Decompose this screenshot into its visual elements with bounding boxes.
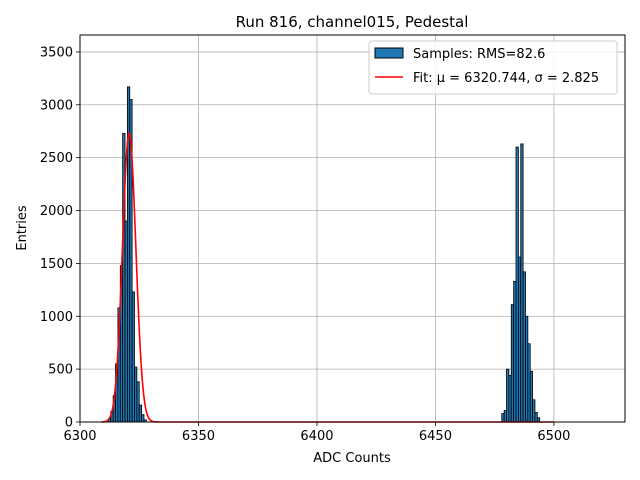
y-tick-label: 3500 xyxy=(40,45,73,60)
y-tick-label: 3000 xyxy=(40,98,73,113)
y-tick-label: 500 xyxy=(48,363,73,378)
x-tick-label: 6500 xyxy=(537,429,570,444)
x-tick-label: 6300 xyxy=(63,429,96,444)
y-axis-title: Entries xyxy=(15,205,30,251)
legend-swatch-samples xyxy=(374,47,404,59)
legend-label-fit: Fit: μ = 6320.744, σ = 2.825 xyxy=(413,71,599,86)
grid-lines xyxy=(79,35,625,423)
x-tick-label: 6450 xyxy=(419,429,452,444)
y-tick-label: 1500 xyxy=(40,257,73,272)
y-tick-label: 2000 xyxy=(40,204,73,219)
x-tick-label: 6350 xyxy=(182,429,215,444)
plot-frame xyxy=(79,34,626,423)
histogram-bars xyxy=(108,86,541,423)
x-axis-ticks: 6300 6350 6400 6450 6500 xyxy=(63,422,570,444)
chart-title: Run 816, channel015, Pedestal xyxy=(236,13,469,31)
legend: Samples: RMS=82.6 Fit: μ = 6320.744, σ =… xyxy=(368,40,618,95)
y-axis-ticks: 0 500 1000 1500 2000 2500 3000 3500 xyxy=(40,45,80,431)
x-tick-label: 6400 xyxy=(300,429,333,444)
legend-label-samples: Samples: RMS=82.6 xyxy=(413,47,545,62)
y-tick-label: 1000 xyxy=(40,310,73,325)
legend-box xyxy=(368,40,618,95)
x-axis-title: ADC Counts xyxy=(313,451,391,466)
y-tick-label: 0 xyxy=(65,416,73,431)
y-tick-label: 2500 xyxy=(40,151,73,166)
